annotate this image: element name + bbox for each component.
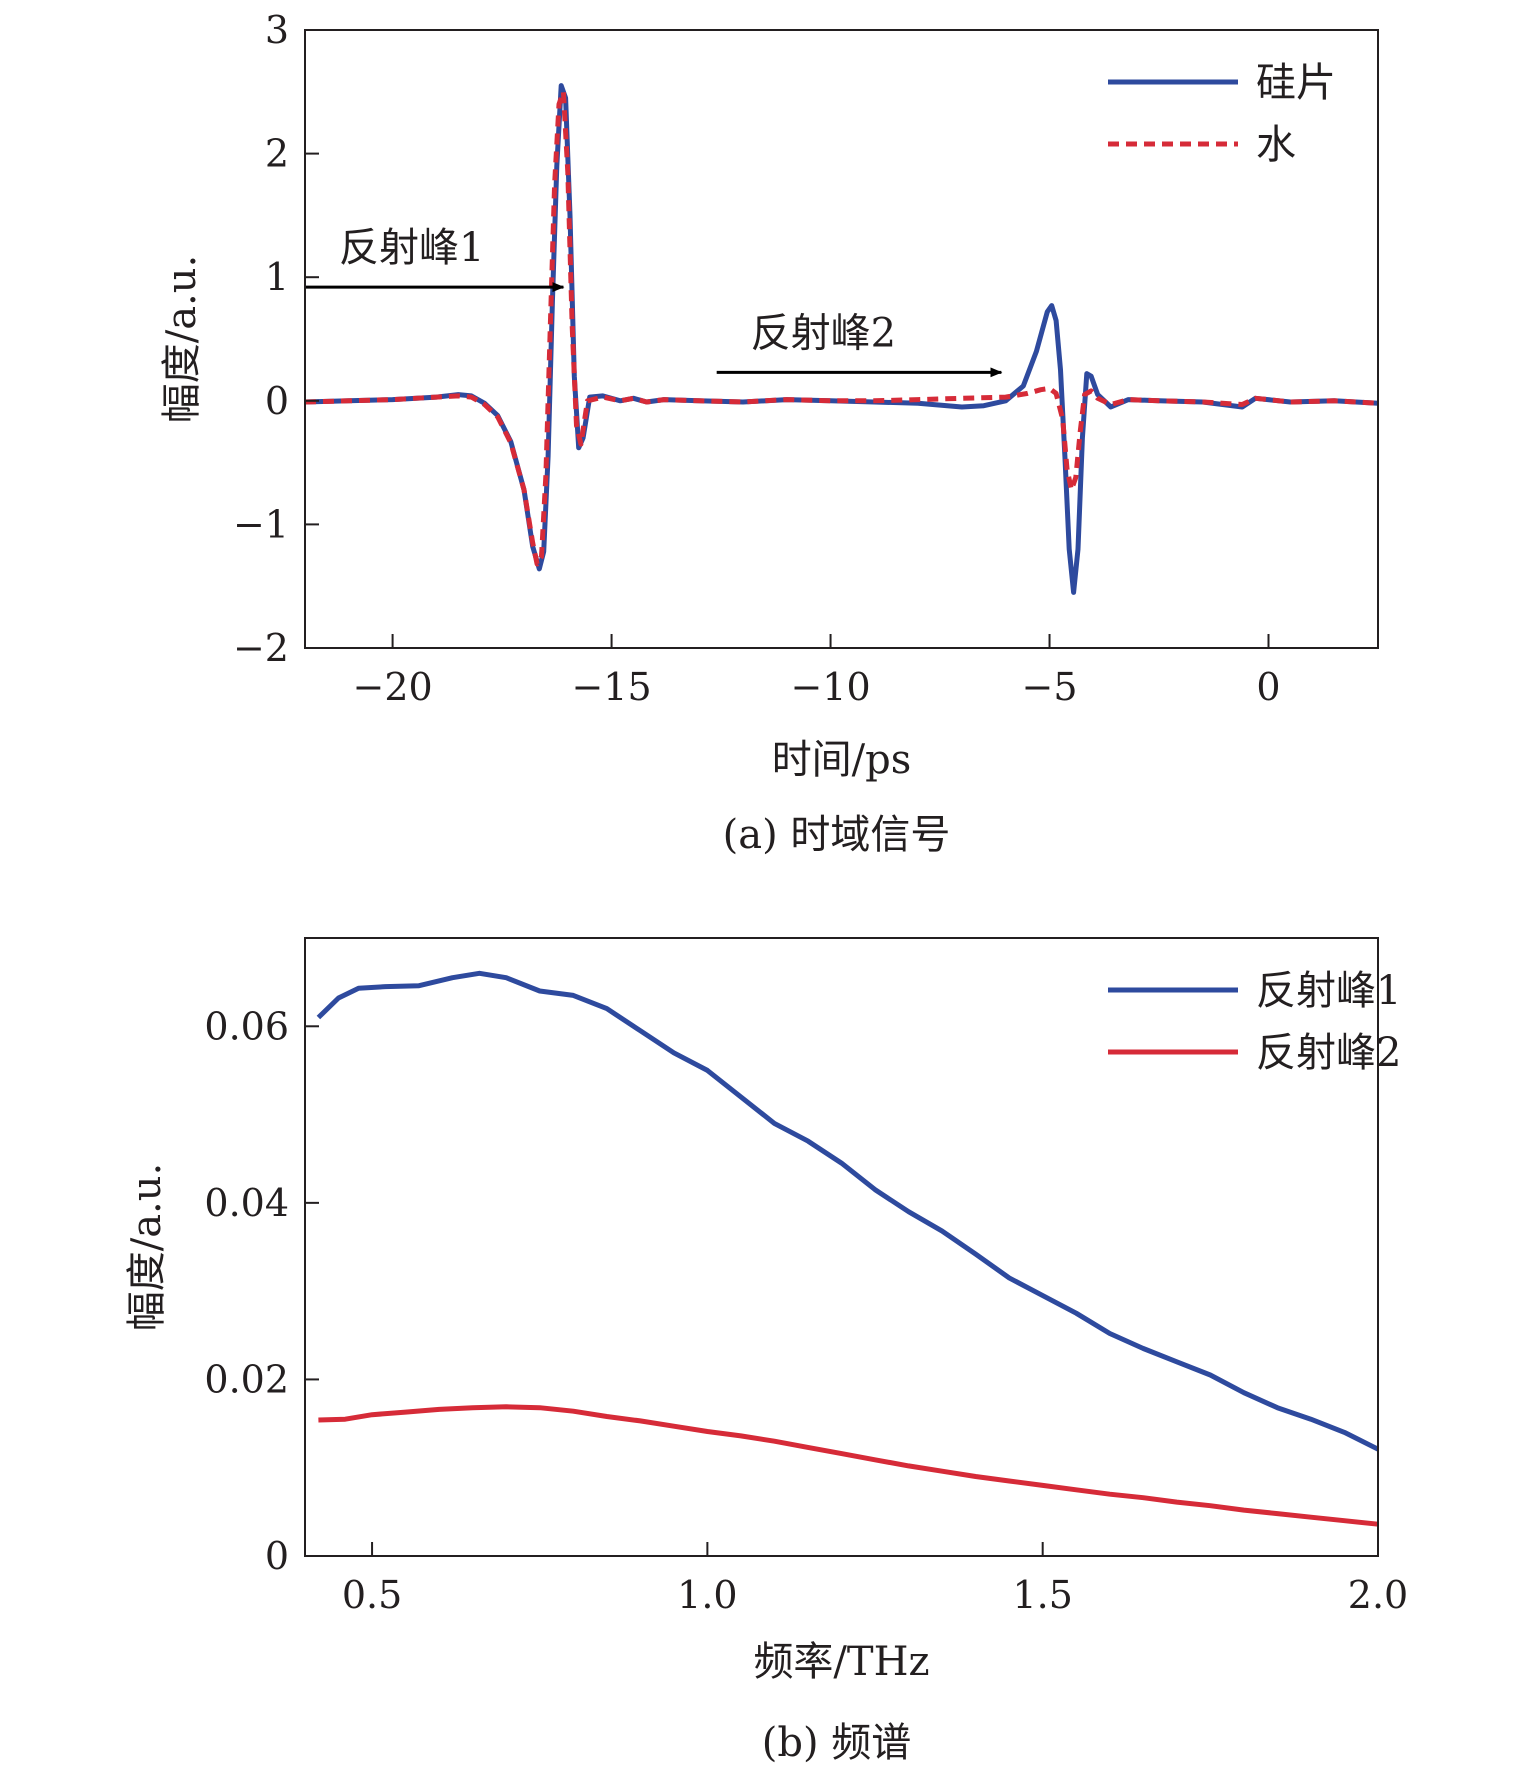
y-tick-label: 0 <box>265 379 289 423</box>
annotations-a: 反射峰1 反射峰2 <box>305 225 1003 378</box>
caption-a: (a) 时域信号 <box>723 812 951 858</box>
x-tick-label: 2.0 <box>1348 1573 1408 1617</box>
x-tick-label: −20 <box>352 665 432 709</box>
x-tick-label: −15 <box>571 665 651 709</box>
x-tick-label: 1.0 <box>677 1573 737 1617</box>
plot-frame-b <box>304 937 1379 1557</box>
series-line-b-0 <box>316 970 1380 1452</box>
annotation-label: 反射峰1 <box>339 225 484 271</box>
plot-frame-a <box>304 29 1379 649</box>
plot-lines-b <box>316 970 1380 1527</box>
legend-label: 水 <box>1256 122 1296 168</box>
series-line-a-1 <box>304 89 1379 567</box>
x-tick-label: −10 <box>790 665 870 709</box>
x-tick-label: −5 <box>1022 665 1078 709</box>
x-tick-label: 0.5 <box>342 1573 402 1617</box>
ticks-b: 0.5 1.0 1.5 2.0 0 0.02 0.04 0.06 <box>204 1004 1408 1617</box>
y-tick-label: −1 <box>233 502 289 546</box>
y-tick-label: −2 <box>233 626 289 670</box>
legend-label: 反射峰2 <box>1256 1030 1401 1076</box>
y-tick-label: 2 <box>265 132 289 176</box>
legend-b: 反射峰1 反射峰2 <box>1108 968 1401 1076</box>
annotation-label: 反射峰2 <box>751 310 896 356</box>
series-line-b-1 <box>318 1404 1379 1527</box>
legend-a: 硅片水 <box>1108 60 1336 168</box>
y-axis-label-a: 幅度/a.u. <box>159 255 205 424</box>
legend-label: 反射峰1 <box>1256 968 1401 1014</box>
plot-lines-a <box>304 83 1379 595</box>
y-tick-label: 1 <box>265 255 289 299</box>
y-tick-label: 3 <box>265 8 289 52</box>
y-tick-label: 0.04 <box>204 1181 289 1225</box>
caption-b: (b) 频谱 <box>762 1720 912 1766</box>
y-tick-label: 0.02 <box>204 1357 289 1401</box>
y-tick-label: 0 <box>265 1534 289 1578</box>
x-axis-label-a: 时间/ps <box>772 737 912 783</box>
x-axis-label-b: 频率/THz <box>753 1639 929 1685</box>
y-axis-label-b: 幅度/a.u. <box>124 1163 170 1332</box>
x-tick-label: 0 <box>1256 665 1280 709</box>
spectrum-chart: 0.5 1.0 1.5 2.0 0 0.02 0.04 0.06 反射峰1 反射峰2 频率/TH… <box>124 937 1408 1766</box>
x-tick-label: 1.5 <box>1012 1573 1072 1617</box>
y-tick-label: 0.06 <box>204 1004 289 1048</box>
legend-label: 硅片 <box>1256 60 1336 106</box>
